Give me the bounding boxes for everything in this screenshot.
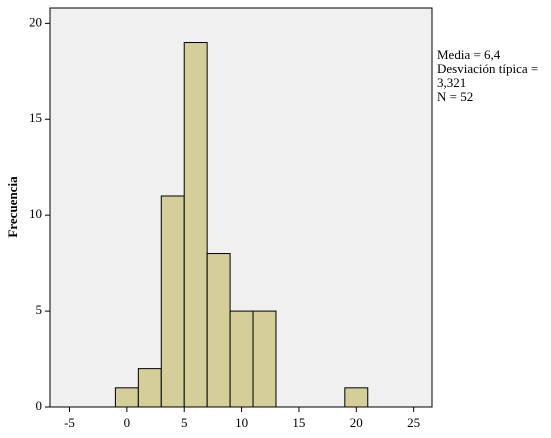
bar [206, 253, 231, 408]
annotation: 3,321 [437, 75, 466, 90]
annotation: Media = 6,4 [437, 47, 501, 62]
x-tick-label: 5 [181, 415, 188, 430]
y-axis-label: Frecuencia [5, 176, 20, 238]
x-tick-label: 25 [407, 415, 420, 430]
bar [229, 310, 254, 408]
x-tick-label: 20 [350, 415, 363, 430]
y-tick-label: 0 [36, 398, 43, 413]
x-tick-label: -5 [64, 415, 75, 430]
x-tick-label: 10 [235, 415, 248, 430]
bar [160, 195, 185, 408]
y-tick-label: 15 [29, 110, 42, 125]
y-tick-label: 5 [36, 302, 43, 317]
bar [252, 310, 277, 408]
annotation: N = 52 [437, 89, 473, 104]
y-tick-label: 10 [29, 206, 42, 221]
y-tick-label: 20 [29, 14, 42, 29]
bar [183, 42, 208, 408]
bar [114, 387, 139, 408]
x-tick-label: 0 [124, 415, 131, 430]
annotation: Desviación típica = [437, 61, 538, 76]
bar [137, 368, 162, 408]
bar [344, 387, 369, 408]
x-tick-label: 15 [292, 415, 305, 430]
